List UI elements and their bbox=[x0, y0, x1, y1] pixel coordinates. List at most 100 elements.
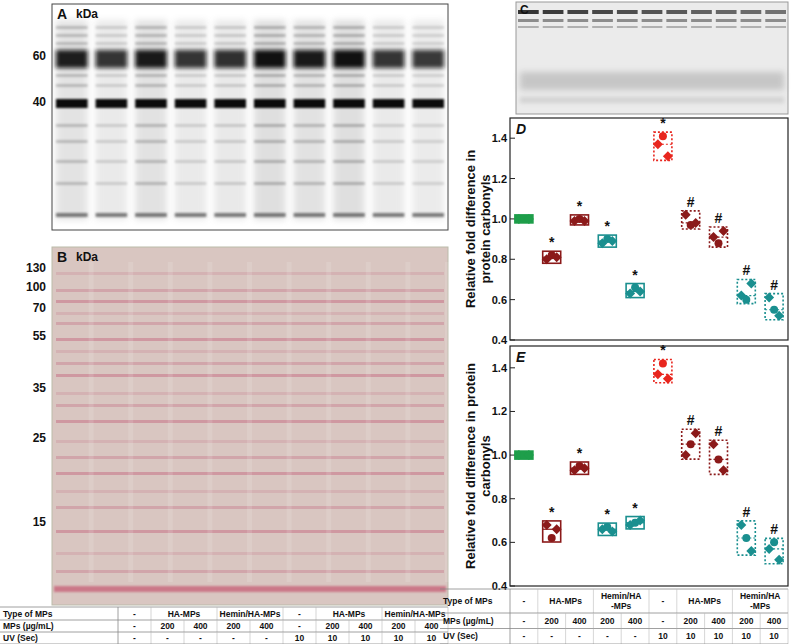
table-cell-line: 200 bbox=[226, 621, 240, 631]
table-rule bbox=[510, 613, 511, 629]
box bbox=[737, 521, 755, 555]
band-40 bbox=[135, 99, 167, 108]
table-cell-line: 10 bbox=[361, 633, 371, 643]
table-rule bbox=[151, 607, 152, 620]
point bbox=[635, 287, 645, 297]
table-rule bbox=[676, 589, 677, 613]
y-tick bbox=[510, 367, 515, 368]
table-cell: 200 bbox=[600, 616, 614, 626]
table-cell-line: - bbox=[298, 621, 301, 631]
faint-band bbox=[412, 84, 444, 87]
table-rule bbox=[349, 632, 350, 644]
table-rule bbox=[440, 628, 788, 629]
smear bbox=[520, 72, 784, 90]
table-rule bbox=[676, 613, 677, 629]
point bbox=[770, 538, 778, 546]
faint-band bbox=[294, 42, 326, 45]
table-cell: 10 bbox=[361, 633, 371, 643]
annotation: * bbox=[605, 506, 611, 522]
table-cell-line: 10 bbox=[742, 631, 752, 641]
box bbox=[682, 211, 700, 229]
faint-band bbox=[294, 182, 326, 185]
faint-band bbox=[135, 160, 167, 163]
faint-band bbox=[175, 140, 207, 143]
faint-band bbox=[135, 42, 167, 45]
blot-a: AkDa bbox=[52, 4, 448, 230]
y-tick-label: 1.0 bbox=[492, 213, 507, 225]
lane-gap bbox=[366, 262, 371, 582]
point bbox=[681, 210, 691, 220]
point bbox=[524, 450, 534, 460]
table-cell-line: 400 bbox=[193, 621, 207, 631]
point bbox=[691, 218, 701, 228]
band bbox=[716, 19, 737, 22]
bottom-band bbox=[56, 213, 88, 217]
table-cell-line: 200 bbox=[545, 616, 559, 626]
panel-label: A bbox=[57, 6, 67, 22]
table-cell: 400 bbox=[358, 621, 372, 631]
table-cell: Hemin/HA-MPs bbox=[740, 591, 781, 611]
faint-band bbox=[412, 182, 444, 185]
bottom-band bbox=[373, 213, 405, 217]
faint-band bbox=[214, 140, 246, 143]
table-cell: 400 bbox=[767, 616, 781, 626]
table-rule bbox=[151, 632, 152, 644]
table-cell-line: -MPs bbox=[750, 601, 771, 611]
table-rule bbox=[704, 629, 705, 644]
table-rule bbox=[283, 632, 284, 644]
annotation: # bbox=[715, 423, 723, 439]
table-cell-line: - bbox=[522, 631, 525, 641]
band bbox=[741, 26, 762, 28]
faint-band bbox=[254, 26, 286, 29]
table-cell-line: 400 bbox=[711, 616, 725, 626]
table-rule bbox=[621, 629, 622, 644]
band-60 bbox=[56, 50, 88, 68]
table-rule bbox=[565, 613, 566, 629]
table-rule bbox=[593, 613, 594, 629]
table-cell-line: 200 bbox=[739, 616, 753, 626]
y-tick bbox=[510, 340, 515, 341]
annotation: * bbox=[577, 445, 583, 461]
table-cell-line: 400 bbox=[424, 621, 438, 631]
table-row-label: UV (Sec) bbox=[443, 631, 478, 641]
box bbox=[765, 538, 783, 563]
table-cell-line: 400 bbox=[358, 621, 372, 631]
faint-band bbox=[373, 34, 405, 37]
point bbox=[552, 252, 562, 262]
faint-band bbox=[294, 26, 326, 29]
point bbox=[746, 546, 756, 556]
band bbox=[617, 19, 638, 22]
band bbox=[617, 10, 638, 14]
table-cell-line: - bbox=[634, 631, 637, 641]
lane-smear bbox=[333, 20, 365, 220]
faint-band bbox=[175, 34, 207, 37]
faint-band bbox=[96, 42, 128, 45]
y-tick-label: 1.4 bbox=[492, 132, 508, 144]
faint-band bbox=[175, 26, 207, 29]
point bbox=[663, 374, 673, 384]
table-cell: - bbox=[661, 596, 664, 606]
faint-band bbox=[254, 160, 286, 163]
point bbox=[663, 151, 673, 161]
panel-label: C bbox=[520, 3, 529, 17]
table-cell: - bbox=[550, 631, 553, 641]
band bbox=[691, 10, 712, 14]
annotation: # bbox=[770, 521, 778, 537]
faint-band bbox=[412, 34, 444, 37]
faint-band bbox=[214, 34, 246, 37]
marker-label: 25 bbox=[33, 431, 47, 445]
table-cell: - bbox=[133, 609, 136, 619]
faint-band bbox=[412, 42, 444, 45]
faint-band bbox=[254, 34, 286, 37]
table-cell: 10 bbox=[394, 633, 404, 643]
blot-c: C bbox=[516, 2, 788, 114]
band bbox=[716, 10, 737, 14]
table-cell-line: HA-MPs bbox=[168, 609, 201, 619]
table-rule bbox=[649, 629, 650, 644]
faint-band bbox=[214, 26, 246, 29]
bottom-band bbox=[254, 213, 286, 217]
table-rule bbox=[537, 589, 538, 613]
faint-band bbox=[96, 124, 128, 127]
table-cell-line: 10 bbox=[295, 633, 305, 643]
table-rule bbox=[676, 629, 677, 644]
